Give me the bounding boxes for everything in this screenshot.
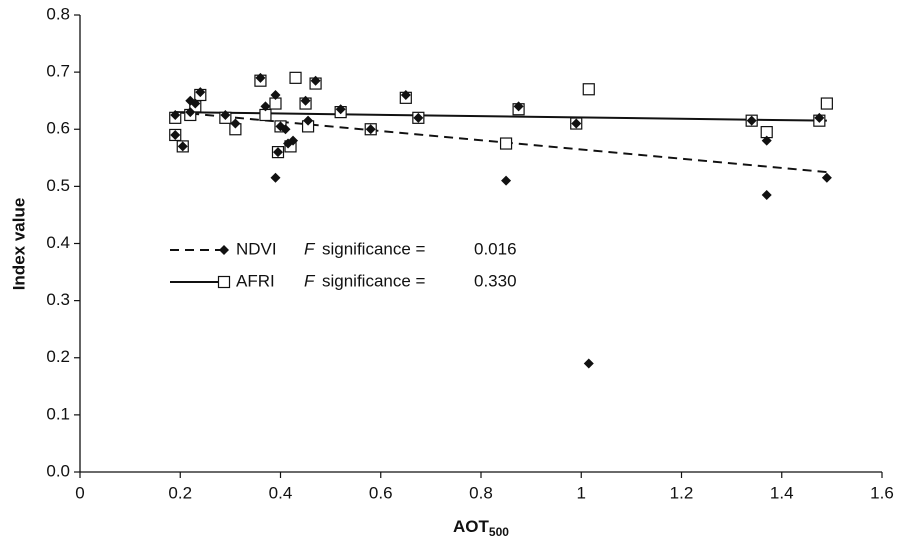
point [761,135,772,146]
point [170,109,181,120]
x-axis-label: AOT500 [453,517,509,539]
point [400,89,411,100]
y-tick-label: 0.1 [46,404,70,423]
point [190,98,201,109]
point [365,124,376,135]
point [260,101,271,112]
y-tick-label: 0.3 [46,290,70,309]
y-tick-label: 0.0 [46,461,70,480]
y-tick-label: 0.5 [46,176,70,195]
point [289,71,302,84]
y-tick-label: 0.7 [46,62,70,81]
point [303,115,314,126]
point [499,137,513,150]
point [761,189,772,200]
legend-stat-text: significance = [322,239,426,258]
point [513,101,524,112]
point [583,358,594,369]
x-tick-label: 1.4 [770,483,794,502]
legend-stat-symbol: F [304,271,316,290]
y-tick-label: 0.2 [46,347,70,366]
point [820,97,833,110]
point [746,115,757,126]
point [280,124,291,135]
point [272,147,283,158]
point [220,109,231,120]
y-axis-label: Index value [9,198,28,291]
x-label-subscript: 500 [489,525,509,539]
x-tick-label: 1 [577,483,586,502]
point [582,83,595,96]
point [230,118,241,129]
point [814,112,825,123]
legend-stat-symbol: F [304,239,316,258]
point [288,135,299,146]
point [571,118,582,129]
x-tick-label: 1.6 [870,483,894,502]
point [270,89,281,100]
legend-stat-value: 0.016 [474,239,517,258]
y-tick-label: 0.6 [46,119,70,138]
legend-marker [217,275,231,289]
x-tick-label: 0.4 [269,483,293,502]
legend-stat-value: 0.330 [474,271,517,290]
x-tick-label: 0.8 [469,483,493,502]
point [310,75,321,86]
point [195,87,206,98]
point [413,112,424,123]
y-tick-label: 0.4 [46,233,70,252]
x-tick-label: 0 [75,483,84,502]
point [335,104,346,115]
point [255,72,266,83]
point [501,175,512,186]
x-label-main: AOT [453,517,490,536]
legend-label: AFRI [236,271,275,290]
trendline [175,111,827,122]
point [177,141,188,152]
point [270,172,281,183]
point [185,107,196,118]
x-tick-label: 0.6 [369,483,393,502]
legend-marker [219,245,229,255]
legend-label: NDVI [236,239,277,258]
point [300,95,311,106]
legend-stat-text: significance = [322,271,426,290]
point [170,129,181,140]
point [821,172,832,183]
y-tick-label: 0.8 [46,4,70,23]
x-tick-label: 1.2 [670,483,694,502]
x-tick-label: 0.2 [168,483,192,502]
